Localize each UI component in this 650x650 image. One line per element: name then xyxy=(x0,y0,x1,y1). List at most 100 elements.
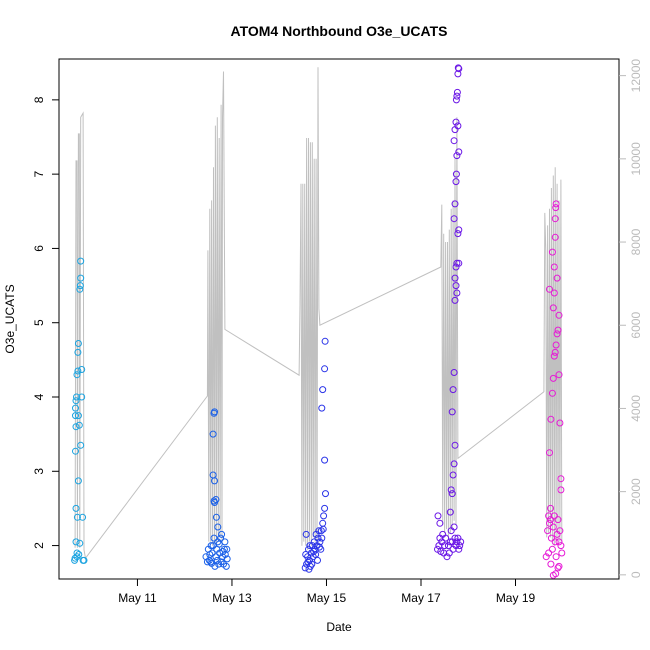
data-point xyxy=(454,230,462,238)
data-point xyxy=(74,477,82,485)
y2-tick-label: 10000 xyxy=(629,142,643,176)
data-point xyxy=(212,553,220,561)
data-point xyxy=(450,215,458,223)
y-axis-label: O3e_UCATS xyxy=(3,284,17,353)
data-point xyxy=(550,263,558,271)
data-point xyxy=(550,352,558,360)
data-point xyxy=(555,371,563,379)
data-point xyxy=(547,415,555,423)
y-axis-left: 2 3 4 5 6 7 8 xyxy=(32,96,59,549)
data-point xyxy=(452,178,460,186)
x-tick-label: May 15 xyxy=(307,591,347,605)
chart-title: ATOM4 Northbound O3e_UCATS xyxy=(231,23,448,39)
data-point xyxy=(441,542,449,550)
data-point xyxy=(72,504,80,512)
data-point xyxy=(76,285,84,293)
data-point xyxy=(206,551,214,558)
data-point xyxy=(217,558,225,566)
data-point xyxy=(451,534,459,542)
data-point xyxy=(222,562,230,570)
data-point xyxy=(207,542,215,550)
data-point xyxy=(76,282,84,290)
data-point xyxy=(322,490,329,498)
data-point xyxy=(555,562,563,570)
data-point xyxy=(552,204,560,212)
data-point xyxy=(305,565,313,573)
data-point xyxy=(547,560,555,568)
y2-tick-label: 6000 xyxy=(629,312,643,339)
data-point xyxy=(455,65,463,73)
data-point xyxy=(547,504,554,512)
data-point xyxy=(218,530,226,538)
data-point xyxy=(453,152,461,160)
data-point xyxy=(443,553,451,561)
y-tick-label: 8 xyxy=(32,96,46,103)
data-point xyxy=(542,553,550,561)
data-point xyxy=(549,374,557,382)
data-point xyxy=(556,527,564,535)
data-points-layer xyxy=(71,64,566,579)
data-point xyxy=(448,490,456,498)
data-point xyxy=(545,549,553,557)
data-point xyxy=(557,542,565,550)
data-point xyxy=(309,553,317,561)
data-point xyxy=(209,430,217,438)
data-point xyxy=(453,259,461,267)
data-point xyxy=(555,538,563,546)
data-point xyxy=(74,348,82,356)
data-point xyxy=(453,92,461,100)
data-point xyxy=(219,548,227,555)
x-axis: May 11 May 13 May 15 May 17 May 19 xyxy=(118,579,536,605)
data-point xyxy=(208,559,216,567)
data-point xyxy=(321,365,329,373)
data-point xyxy=(549,523,557,531)
data-point xyxy=(314,534,322,542)
data-point xyxy=(550,512,558,520)
y-tick-label: 3 xyxy=(32,468,46,475)
data-point xyxy=(554,326,562,334)
data-point xyxy=(73,393,80,401)
data-point xyxy=(318,404,326,412)
data-point xyxy=(551,538,559,546)
data-point xyxy=(557,475,565,483)
data-point xyxy=(551,233,559,241)
data-point xyxy=(450,460,458,468)
data-point xyxy=(306,542,314,550)
data-point xyxy=(452,282,460,290)
data-point xyxy=(321,504,329,512)
data-point xyxy=(554,564,562,572)
x-axis-label: Date xyxy=(326,620,352,634)
data-point xyxy=(72,538,80,546)
data-point xyxy=(319,386,327,394)
altitude-line-layer xyxy=(74,67,563,560)
data-point xyxy=(320,512,328,520)
data-point xyxy=(78,366,86,373)
data-point xyxy=(546,449,553,457)
y2-tick-label: 4000 xyxy=(629,395,643,422)
y2-tick-label: 12000 xyxy=(629,59,643,93)
data-point xyxy=(76,539,84,547)
data-point xyxy=(315,543,323,551)
data-point xyxy=(214,523,222,531)
data-point xyxy=(554,516,562,524)
data-point xyxy=(552,553,560,561)
y-tick-label: 4 xyxy=(32,393,46,400)
data-point xyxy=(448,408,456,416)
data-point xyxy=(449,386,457,394)
y-tick-label: 5 xyxy=(32,319,46,326)
data-point xyxy=(207,558,215,566)
data-point xyxy=(79,513,87,521)
data-point xyxy=(547,516,554,524)
data-point xyxy=(73,513,81,521)
data-point xyxy=(544,527,552,535)
data-point xyxy=(80,556,88,564)
data-point xyxy=(550,289,558,297)
data-point xyxy=(552,200,560,208)
y-tick-label: 6 xyxy=(32,245,46,252)
data-point xyxy=(77,274,85,282)
data-point xyxy=(436,519,444,527)
data-point xyxy=(318,534,326,542)
data-point xyxy=(73,549,81,557)
data-point xyxy=(211,408,218,416)
data-point xyxy=(210,534,218,542)
